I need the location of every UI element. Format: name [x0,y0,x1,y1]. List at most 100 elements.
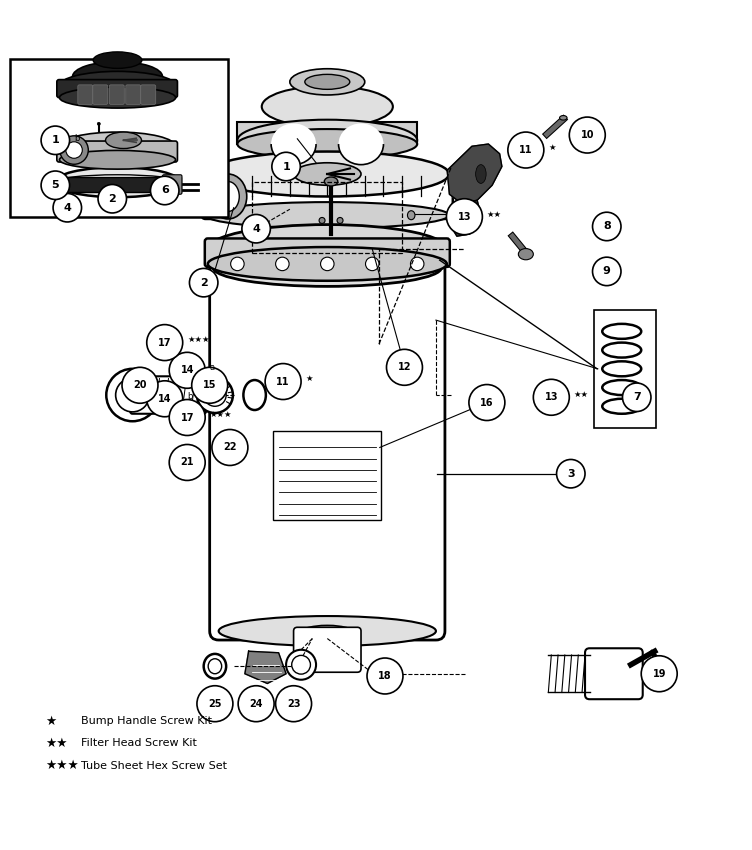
Ellipse shape [59,71,175,99]
FancyBboxPatch shape [293,627,361,672]
Circle shape [238,686,274,722]
Text: 4: 4 [63,203,71,212]
Circle shape [387,349,423,385]
Polygon shape [447,144,502,204]
Circle shape [593,258,621,286]
Circle shape [41,126,70,155]
Text: 13: 13 [544,393,558,402]
Ellipse shape [271,123,316,165]
Ellipse shape [60,136,88,164]
Polygon shape [245,651,286,683]
FancyBboxPatch shape [141,85,156,105]
Text: 14: 14 [158,394,171,404]
Ellipse shape [106,369,159,422]
Text: 15: 15 [203,380,217,390]
Ellipse shape [59,150,175,169]
Text: Tube Sheet Hex Screw Set: Tube Sheet Hex Screw Set [80,761,227,771]
Ellipse shape [204,384,226,406]
Ellipse shape [217,182,239,212]
Ellipse shape [205,151,449,196]
Ellipse shape [59,87,175,108]
FancyBboxPatch shape [77,85,92,105]
Circle shape [265,364,301,400]
Ellipse shape [208,247,447,280]
Ellipse shape [292,655,311,674]
Ellipse shape [66,142,82,158]
Circle shape [212,429,248,466]
Ellipse shape [319,218,325,224]
Text: 5: 5 [52,180,59,190]
Text: ★: ★ [548,143,556,152]
Circle shape [147,381,183,416]
FancyBboxPatch shape [54,177,181,192]
Ellipse shape [238,129,417,159]
Ellipse shape [324,177,338,186]
FancyBboxPatch shape [109,85,124,105]
Text: 7: 7 [633,393,641,402]
Text: 1: 1 [282,162,290,172]
Text: 14: 14 [180,366,194,376]
Text: 17: 17 [158,337,171,348]
Text: b: b [187,392,193,400]
Circle shape [623,383,651,411]
Ellipse shape [290,69,365,95]
FancyBboxPatch shape [57,141,177,162]
Text: 13: 13 [458,212,472,222]
Ellipse shape [286,649,316,680]
Text: 18: 18 [378,671,392,681]
FancyBboxPatch shape [205,239,450,267]
FancyBboxPatch shape [585,649,643,700]
Ellipse shape [365,258,379,270]
Text: ★★★: ★★★ [210,411,232,419]
Circle shape [98,184,126,213]
Text: ★★: ★★ [487,209,502,218]
Ellipse shape [337,218,343,224]
Circle shape [197,686,233,722]
Polygon shape [451,201,481,236]
Circle shape [150,176,179,205]
Circle shape [242,214,271,243]
Text: ★★: ★★ [574,390,589,400]
Text: Bump Handle Screw Kit: Bump Handle Screw Kit [80,716,212,726]
FancyBboxPatch shape [126,85,141,105]
FancyBboxPatch shape [57,80,177,98]
Ellipse shape [59,132,175,161]
Text: 1: 1 [51,135,59,145]
Circle shape [275,686,311,722]
Circle shape [593,212,621,241]
Circle shape [147,325,183,360]
Ellipse shape [93,52,142,68]
Ellipse shape [320,258,334,270]
Text: a: a [210,363,215,372]
Ellipse shape [559,116,567,120]
Text: 2: 2 [108,194,116,204]
Text: 25: 25 [208,699,222,709]
Ellipse shape [116,378,150,412]
Polygon shape [238,122,417,144]
Text: 22: 22 [223,443,237,452]
Text: 20: 20 [133,380,147,390]
FancyBboxPatch shape [210,258,445,640]
FancyBboxPatch shape [274,431,381,520]
Circle shape [272,152,300,181]
FancyBboxPatch shape [202,170,453,219]
Circle shape [169,400,205,435]
Circle shape [190,269,218,297]
Text: 12: 12 [398,362,411,372]
Text: 10: 10 [581,130,594,140]
Text: 11: 11 [276,377,290,387]
Circle shape [469,384,505,421]
Ellipse shape [297,626,357,644]
Text: 3: 3 [567,468,575,479]
Text: 23: 23 [287,699,300,709]
FancyBboxPatch shape [92,85,108,105]
Ellipse shape [518,248,533,260]
Ellipse shape [97,122,100,125]
Text: ★★★: ★★★ [45,759,79,773]
Circle shape [569,117,605,153]
FancyBboxPatch shape [130,377,206,414]
Ellipse shape [205,202,449,229]
Text: 17: 17 [180,412,194,422]
Ellipse shape [72,62,162,92]
Text: 21: 21 [180,457,194,468]
